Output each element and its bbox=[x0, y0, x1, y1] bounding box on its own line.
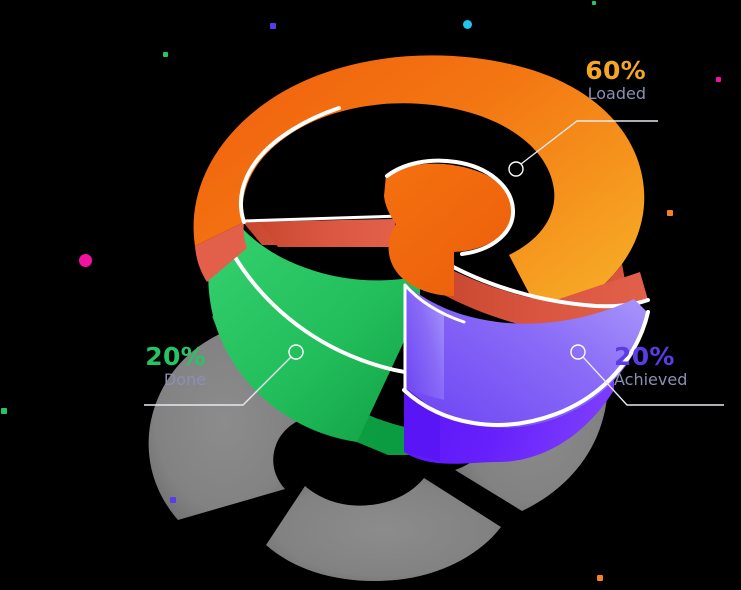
dot-purple-left bbox=[170, 497, 176, 503]
leader-line-loaded bbox=[508, 120, 658, 177]
pie-slice-achieved[interactable] bbox=[402, 283, 650, 464]
dot-green-left bbox=[1, 408, 7, 414]
callout-loaded-percent: 60% bbox=[585, 56, 646, 85]
leader-lines bbox=[144, 120, 724, 406]
dot-green-top bbox=[163, 52, 168, 57]
callout-done-percent: 20% bbox=[145, 342, 206, 371]
dot-magenta-left bbox=[79, 254, 92, 267]
dot-orange-right bbox=[667, 210, 673, 216]
callout-achieved-percent: 20% bbox=[614, 342, 675, 371]
callout-done-label: Done bbox=[163, 370, 206, 390]
dot-cyan-top bbox=[463, 20, 472, 29]
dot-orange-bottom bbox=[597, 575, 603, 581]
callout-loaded-label: Loaded bbox=[587, 84, 646, 104]
leader-line-done bbox=[144, 344, 304, 406]
callout-done: 20% Done bbox=[80, 342, 206, 390]
dot-magenta-right bbox=[716, 77, 721, 82]
callout-achieved: 20% Achieved bbox=[614, 342, 732, 390]
dot-green-top-right bbox=[592, 1, 596, 5]
callout-achieved-label: Achieved bbox=[614, 370, 688, 390]
pie-slice-done[interactable] bbox=[208, 228, 435, 455]
dot-purple-top bbox=[270, 23, 276, 29]
leader-line-achieved bbox=[570, 344, 724, 406]
callout-loaded: 60% Loaded bbox=[520, 56, 646, 104]
